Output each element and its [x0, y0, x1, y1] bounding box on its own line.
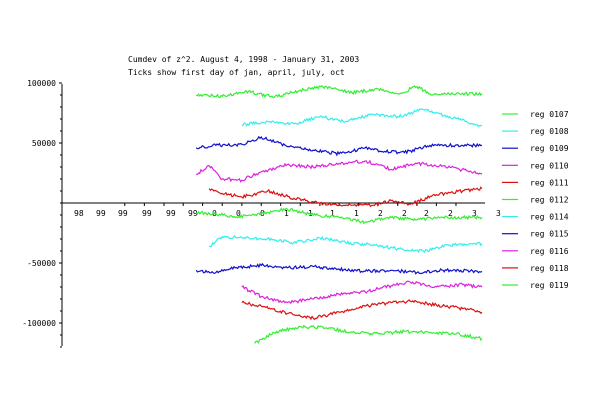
legend-label: reg 0116: [530, 247, 569, 256]
x-tick-label: 2: [448, 209, 453, 218]
legend-label: reg 0118: [530, 264, 569, 273]
series-line-reg-0110: [196, 159, 483, 183]
x-tick-label: 2: [402, 209, 407, 218]
chart-subtitle: Ticks show first day of jan, april, july…: [128, 68, 345, 77]
legend-label: reg 0112: [530, 196, 569, 205]
series-line-reg-0108: [241, 108, 483, 128]
x-tick-label: 99: [166, 209, 176, 218]
series-line-reg-0112: [195, 207, 483, 225]
x-tick-label: 98: [74, 209, 84, 218]
legend-label: reg 0110: [530, 161, 569, 170]
series-line-reg-0111: [208, 186, 483, 208]
legend-label: reg 0119: [530, 281, 569, 290]
series-line-reg-0116: [241, 280, 483, 305]
x-tick-label: 3: [496, 209, 501, 218]
legend-label: reg 0109: [530, 144, 569, 153]
y-tick-label: 100000: [27, 79, 56, 88]
x-tick-label: 2: [378, 209, 383, 218]
x-tick-label: 1: [354, 209, 359, 218]
legend-label: reg 0115: [530, 230, 569, 239]
chart-title: Cumdev of z^2. August 4, 1998 - January …: [128, 55, 359, 64]
x-tick-label: 99: [188, 209, 198, 218]
series-line-reg-0114: [208, 234, 483, 254]
series-line-reg-0109: [195, 135, 483, 157]
x-tick-label: 99: [96, 209, 106, 218]
x-tick-label: 0: [236, 209, 241, 218]
series-line-reg-0115: [195, 262, 483, 275]
legend-label: reg 0111: [530, 178, 569, 187]
x-tick-label: 1: [330, 209, 335, 218]
x-tick-label: 99: [142, 209, 152, 218]
x-tick-label: 2: [424, 209, 429, 218]
y-tick-label: 50000: [32, 139, 56, 148]
legend-label: reg 0108: [530, 127, 569, 136]
legend-label: reg 0107: [530, 110, 569, 119]
series-line-reg-0118: [241, 299, 483, 321]
y-tick-label: -50000: [27, 259, 56, 268]
x-tick-label: 99: [118, 209, 128, 218]
legend: reg 0107 reg 0108 reg 0109 reg 0110 reg 0111…: [502, 110, 569, 290]
x-tick-label: 1: [284, 209, 289, 218]
series-line-reg-0119: [254, 324, 483, 344]
series-layer: [195, 85, 483, 344]
y-tick-label: -100000: [22, 319, 56, 328]
series-line-reg-0107: [195, 85, 483, 99]
x-tick-label: 3: [472, 209, 477, 218]
legend-label: reg 0114: [530, 213, 569, 222]
